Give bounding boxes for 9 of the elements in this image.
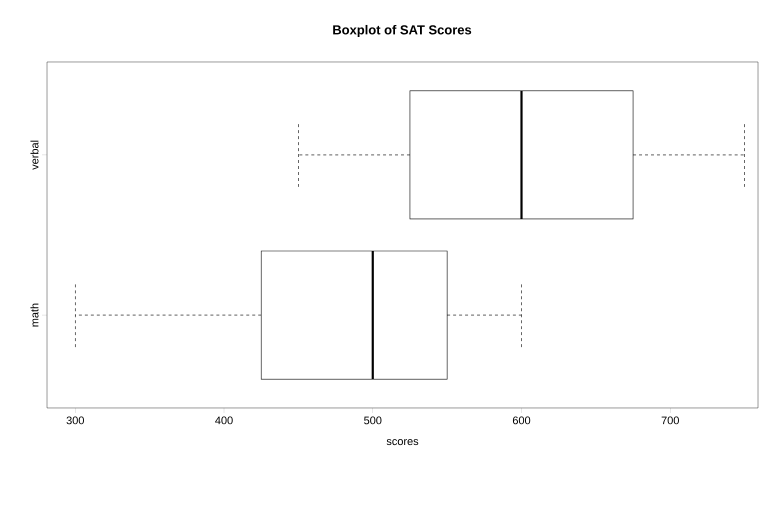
x-tick-label: 400	[215, 416, 233, 424]
x-tick-label: 600	[512, 416, 530, 424]
y-tick-label: verbal	[30, 140, 38, 170]
chart-title: Boxplot of SAT Scores	[333, 24, 472, 38]
x-axis-title: scores	[386, 439, 418, 446]
x-tick-label: 500	[364, 416, 382, 424]
x-tick-label: 700	[662, 416, 679, 424]
x-tick-label: 300	[66, 416, 84, 424]
y-tick-label: math	[30, 304, 38, 327]
